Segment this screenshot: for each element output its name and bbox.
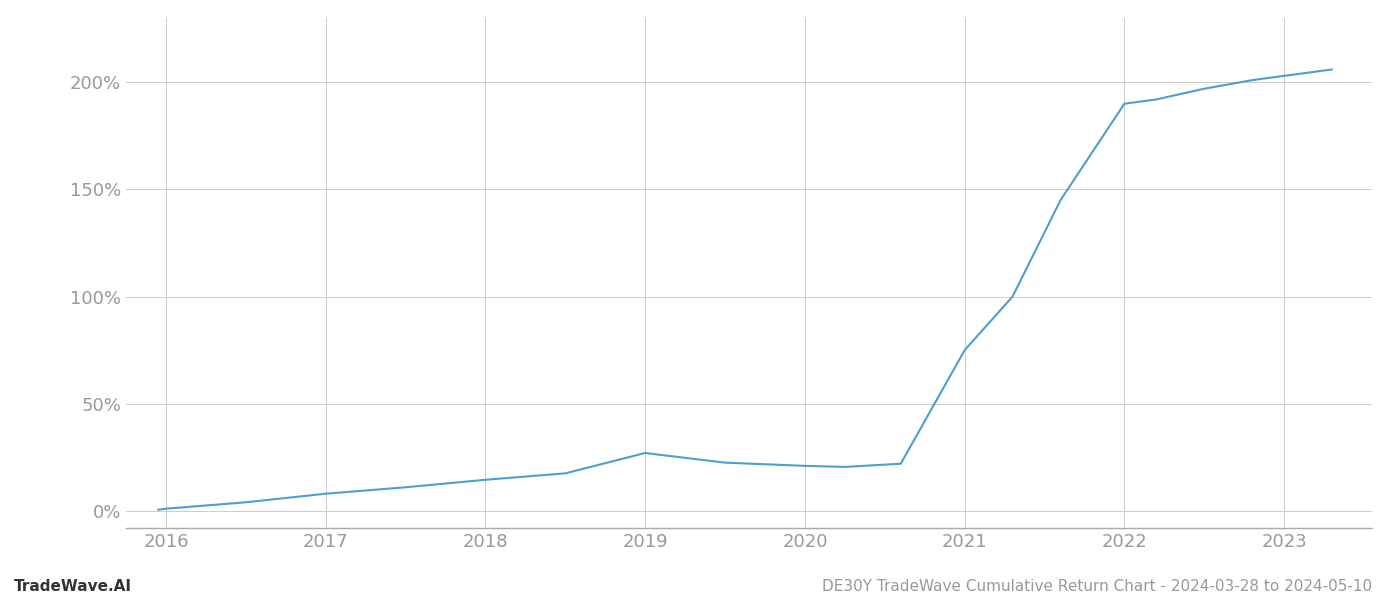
Text: DE30Y TradeWave Cumulative Return Chart - 2024-03-28 to 2024-05-10: DE30Y TradeWave Cumulative Return Chart … xyxy=(822,579,1372,594)
Text: TradeWave.AI: TradeWave.AI xyxy=(14,579,132,594)
